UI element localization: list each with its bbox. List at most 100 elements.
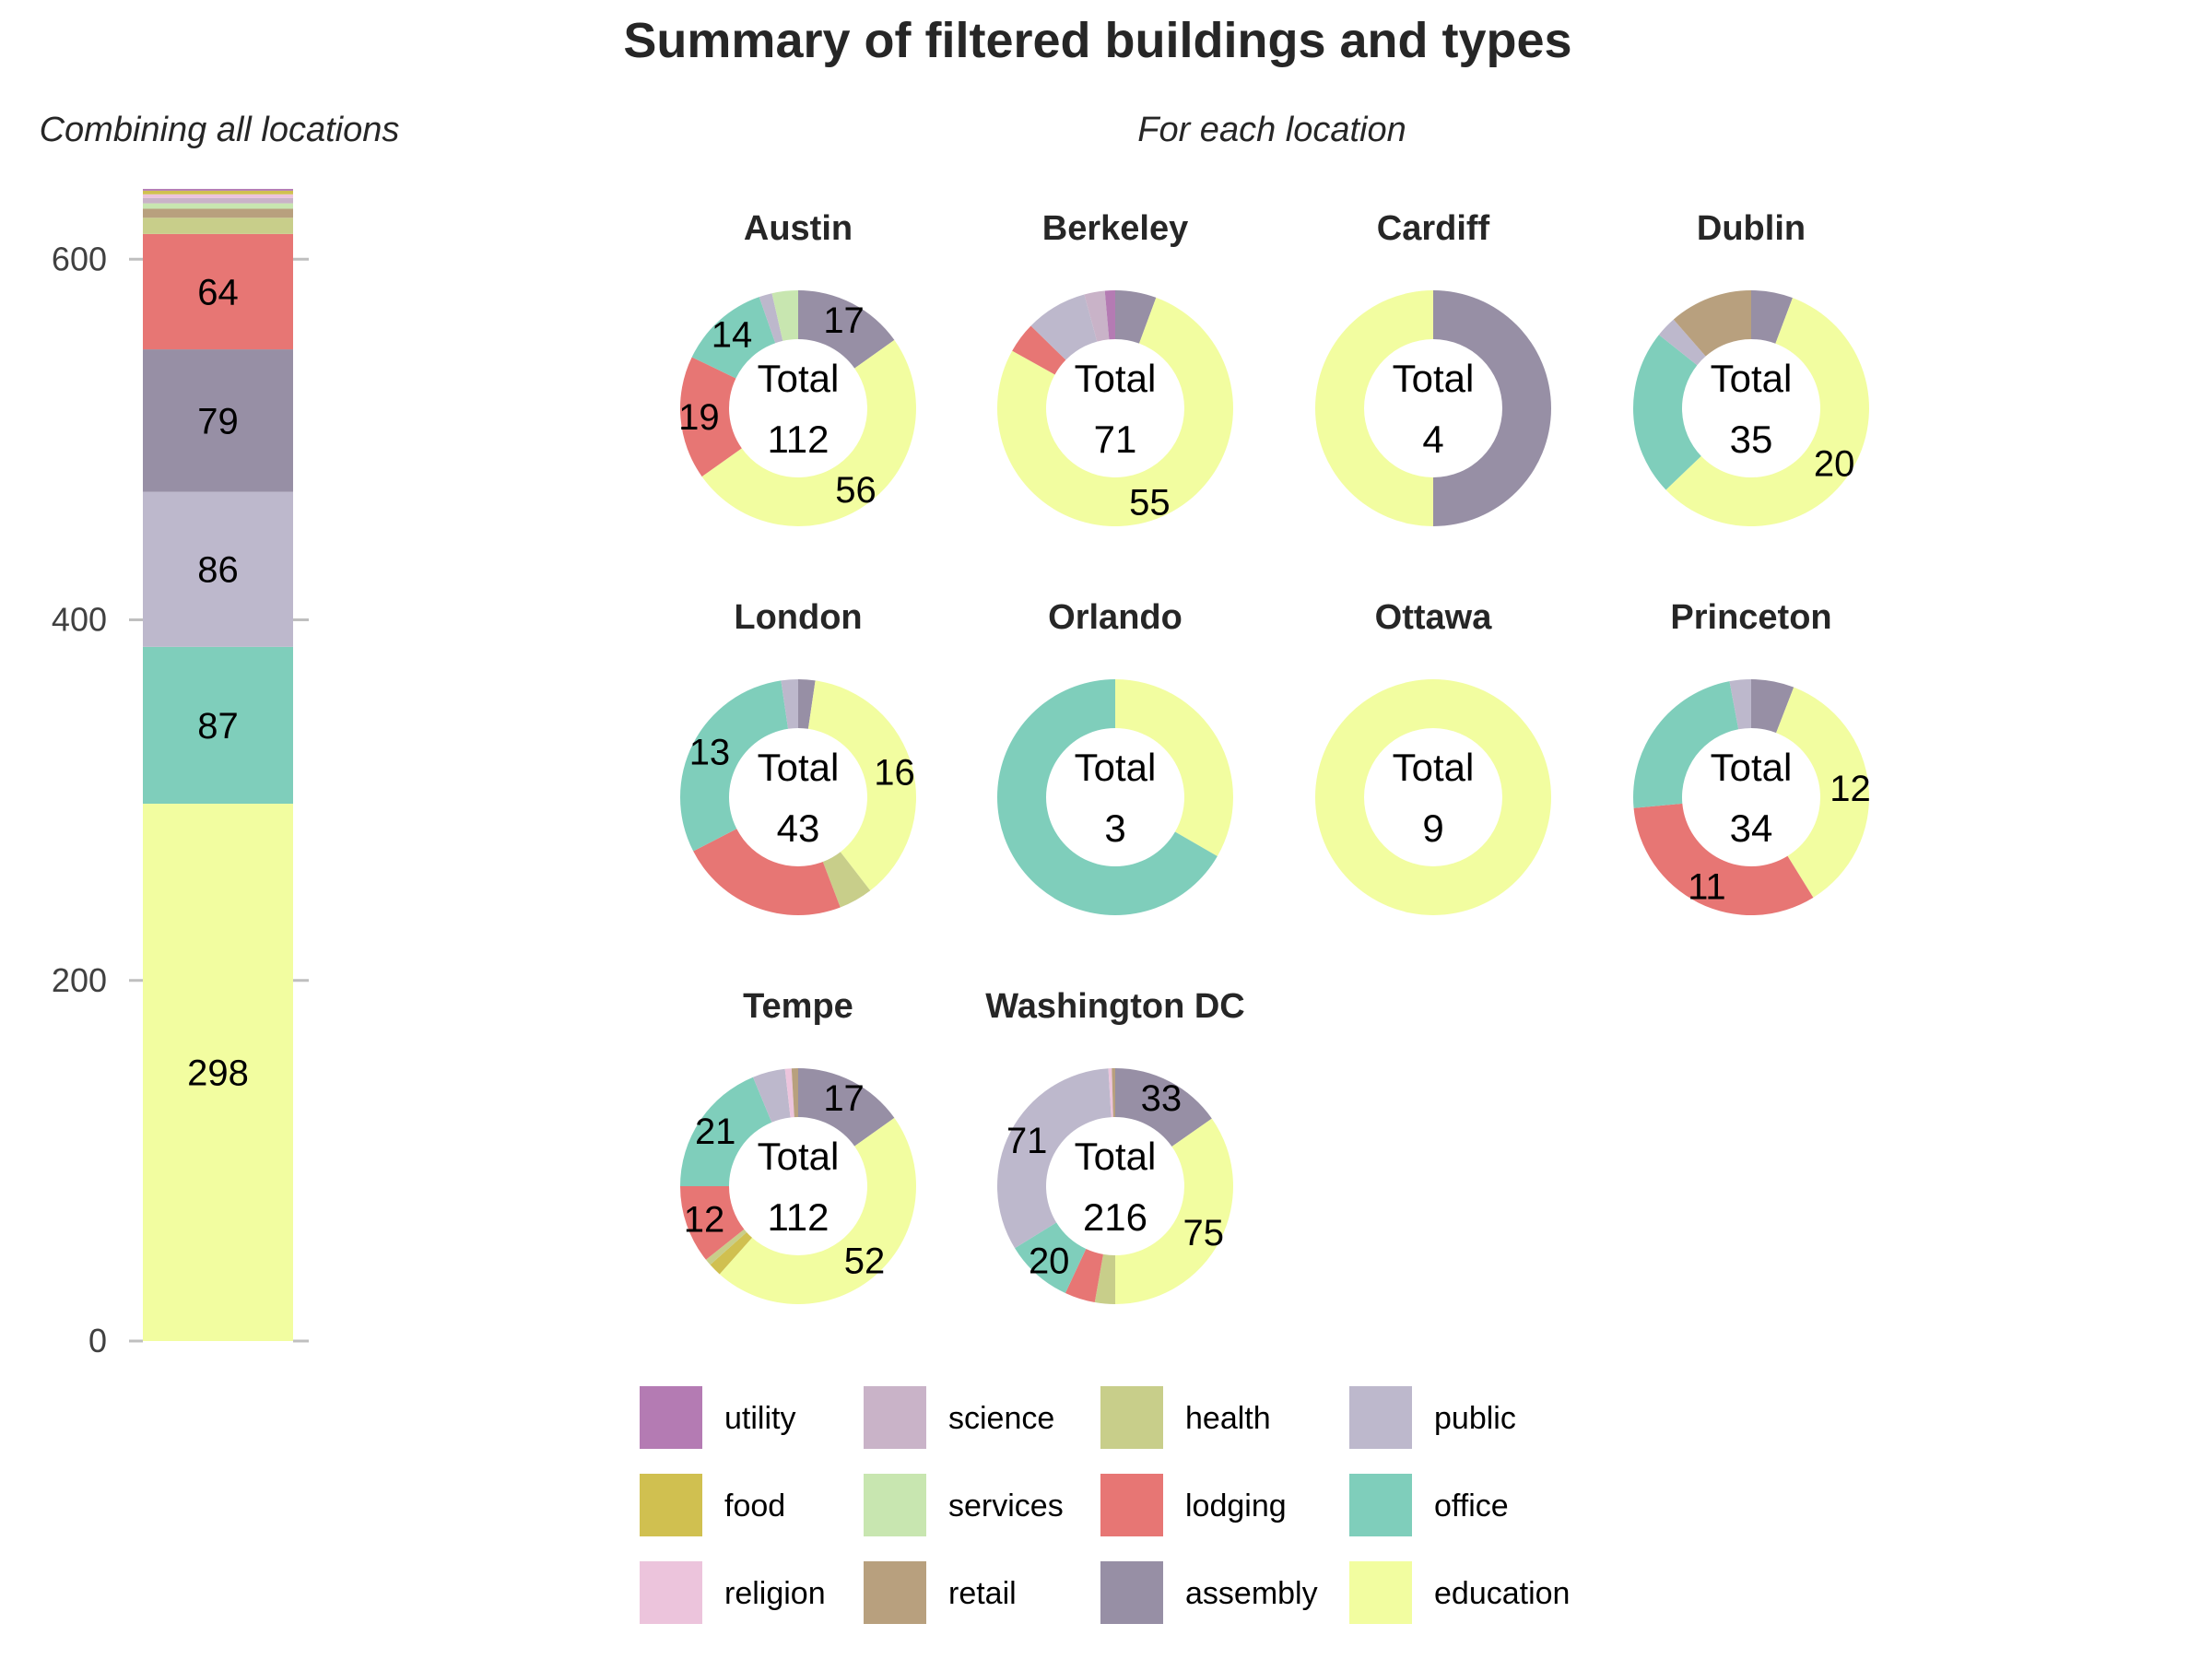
donut-slice-assembly: [1433, 290, 1551, 526]
donut-slice-assembly: [1751, 290, 1793, 344]
donut-slice-label: 12: [684, 1200, 725, 1241]
donut-slice-assembly: [798, 1068, 895, 1147]
donut-center-label: Total: [1075, 357, 1157, 400]
donut-slice-lodging: [1012, 325, 1066, 375]
bar-segment-utility: [143, 188, 293, 191]
bar-segment-office: [143, 646, 293, 805]
donut-slice-public: [996, 1068, 1112, 1249]
legend-label: lodging: [1185, 1488, 1287, 1524]
legend-item-education: education: [1349, 1561, 1570, 1624]
donut-total: 112: [768, 1195, 830, 1239]
donut-slice-education: [997, 297, 1234, 526]
y-tick-label: 600: [52, 240, 107, 277]
legend-swatch: [864, 1561, 926, 1624]
legend-swatch: [1349, 1474, 1412, 1536]
legend-label: retail: [948, 1576, 1017, 1611]
donut-slice-label: 56: [835, 470, 877, 511]
legend-swatch: [864, 1474, 926, 1536]
donut-slice-label: 13: [689, 733, 731, 773]
legend-item-religion: religion: [640, 1561, 826, 1624]
bar-segment-science: [143, 197, 293, 204]
donut-center-label: Total: [758, 746, 840, 789]
donut-total: 3: [1104, 806, 1125, 850]
donut-total: 34: [1730, 806, 1773, 850]
donut-slice-education: [1315, 290, 1433, 526]
donut-center-label: Total: [1393, 746, 1475, 789]
donut-center-label: Total: [1075, 746, 1157, 789]
donut-slice-lodging: [680, 357, 742, 477]
facet-title: Washington DC: [985, 987, 1244, 1026]
donut-slice-label: 16: [874, 753, 915, 794]
legend-swatch: [1349, 1386, 1412, 1449]
donut-slice-education: [701, 339, 916, 526]
legend-item-public: public: [1349, 1386, 1516, 1449]
donut-slice-assembly: [1115, 290, 1157, 344]
donut-slice-label: 19: [678, 397, 720, 438]
donut-total: 216: [1083, 1195, 1147, 1239]
donut-slice-science: [1084, 290, 1110, 342]
donut-slice-office: [680, 1077, 772, 1186]
bar-segment-label: 64: [197, 272, 239, 312]
donut-slice-utility: [1104, 290, 1115, 340]
y-tick-label: 400: [52, 601, 107, 639]
donut-slice-office: [680, 680, 789, 852]
donut-slice-education: [1665, 298, 1870, 527]
donut-slice-assembly: [1115, 1068, 1212, 1147]
legend-label: education: [1434, 1576, 1570, 1611]
donut-princeton: Princeton 12 11 Total 34: [1633, 598, 1871, 915]
facet-title: Dublin: [1697, 209, 1806, 248]
bar-segment-label: 87: [197, 706, 239, 747]
donut-slice-public: [1658, 319, 1706, 366]
donut-center-label: Total: [1075, 1135, 1157, 1178]
bar-segment-public: [143, 491, 293, 647]
legend-label: office: [1434, 1488, 1509, 1524]
donut-slice-label: 14: [712, 314, 753, 355]
legend-label: science: [948, 1401, 1054, 1436]
legend-item-assembly: assembly: [1100, 1561, 1318, 1624]
donut-slice-lodging: [680, 1186, 745, 1260]
donut-slice-education: [807, 680, 916, 891]
donut-slice-assembly: [1751, 679, 1794, 734]
donut-slice-services: [771, 290, 798, 341]
legend-swatch: [864, 1386, 926, 1449]
facet-title: Ottawa: [1375, 598, 1493, 637]
bar-segment-assembly: [143, 349, 293, 492]
donut-slice-health: [1094, 1253, 1115, 1304]
bar-segment-services: [143, 203, 293, 209]
y-tick-label: 200: [52, 961, 107, 999]
donut-slice-religion: [1108, 1068, 1113, 1118]
legend-swatch: [1100, 1561, 1163, 1624]
donut-slice-label: 21: [695, 1112, 736, 1152]
donut-total: 71: [1094, 418, 1137, 461]
donut-slice-food: [710, 1231, 753, 1275]
legend-item-health: health: [1100, 1386, 1271, 1449]
bar-segment-religion: [143, 194, 293, 198]
legend-label: assembly: [1185, 1576, 1318, 1611]
donut-slice-assembly: [798, 679, 816, 729]
bar-segment-food: [143, 190, 293, 194]
donut-slice-office: [691, 297, 776, 379]
bar-subtitle: Combining all locations: [40, 111, 400, 149]
donut-slice-label: 11: [1688, 867, 1726, 908]
donut-total: 112: [768, 418, 830, 461]
legend-label: public: [1434, 1401, 1516, 1436]
legend-label: services: [948, 1488, 1064, 1524]
donut-slice-label: 75: [1183, 1213, 1225, 1253]
legend-item-services: services: [864, 1474, 1064, 1536]
donut-slice-public: [759, 293, 783, 344]
bar-segment-lodging: [143, 233, 293, 350]
donut-total: 4: [1422, 418, 1443, 461]
y-tick-label: 0: [88, 1322, 107, 1359]
legend: utility food religion science services retail…: [640, 1386, 1570, 1624]
donut-slice-office: [1633, 335, 1701, 490]
bar-segment-education: [143, 804, 293, 1341]
donut-subtitle: For each location: [1137, 111, 1406, 149]
facet-title: Orlando: [1048, 598, 1182, 637]
legend-item-retail: retail: [864, 1561, 1017, 1624]
donut-slice-public: [1729, 679, 1751, 730]
donut-total: 35: [1730, 418, 1773, 461]
legend-swatch: [640, 1386, 702, 1449]
donut-slice-office: [996, 679, 1218, 915]
legend-item-science: science: [864, 1386, 1054, 1449]
